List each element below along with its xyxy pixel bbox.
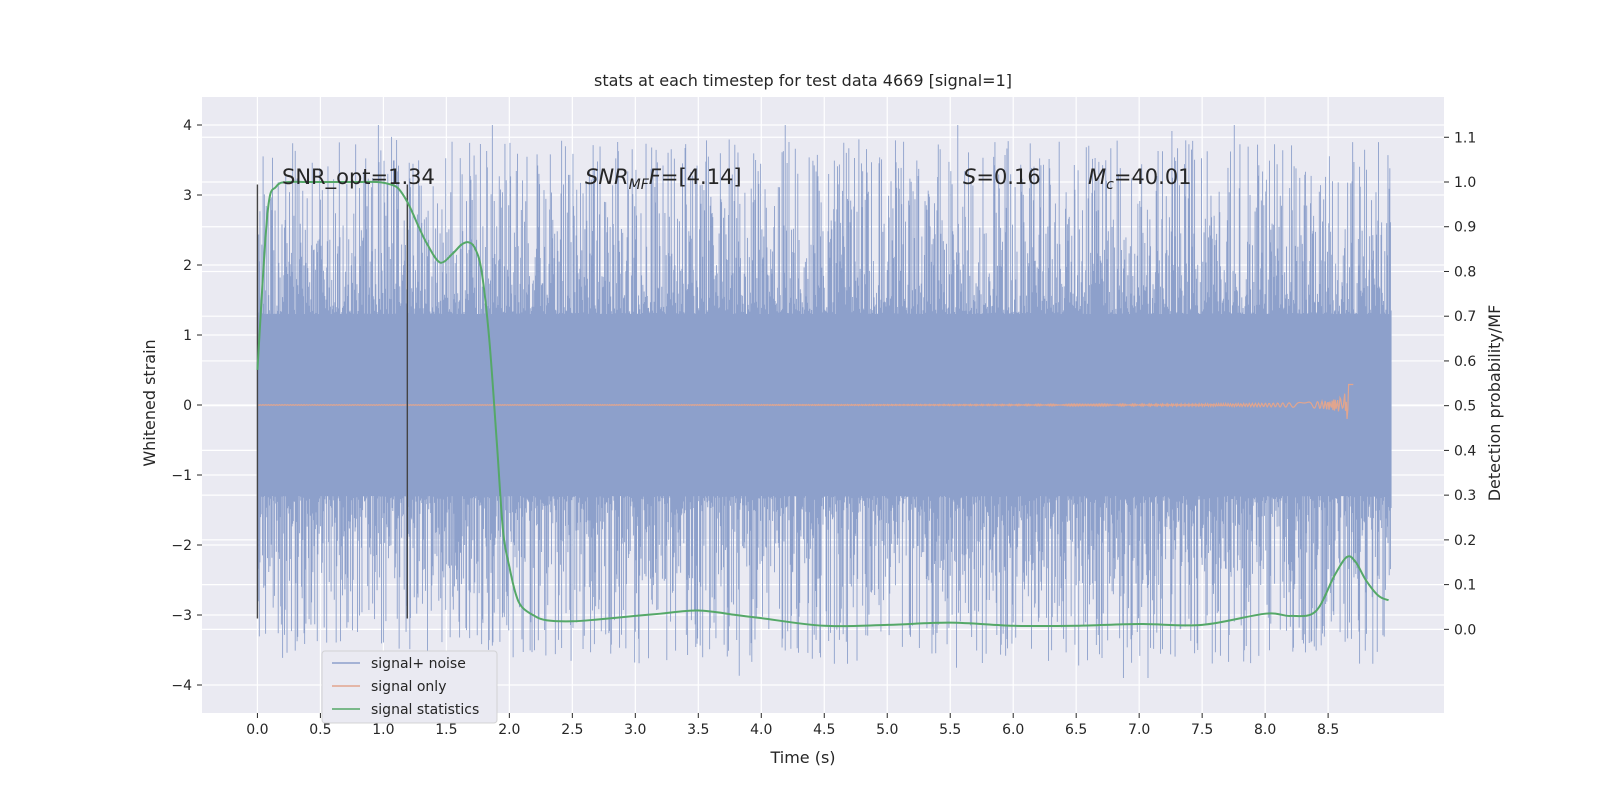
y-tick-label: 4 [183,118,192,134]
x-tick-label: 8.5 [1317,722,1339,738]
snr-mf-f: F [649,165,662,189]
legend: signal+ noise signal only signal statist… [321,650,498,724]
y-tick-label: −4 [171,678,192,694]
y-tick-label: −2 [171,538,192,554]
y2-tick-label: 0.9 [1454,220,1476,236]
mc-sub: c [1106,177,1114,193]
y-axis-ticks: 4 3 2 1 0 −1 −2 −3 −4 [171,118,202,694]
x-tick-label: 3.0 [624,722,646,738]
x-tick-label: 6.5 [1065,722,1087,738]
x-tick-label: 7.0 [1128,722,1150,738]
snr-mf-sub: MF [629,177,650,193]
mc-main: M [1088,165,1106,189]
x-tick-label: 5.5 [939,722,961,738]
snr-mf-main: SNR [585,165,629,189]
y2-tick-label: 0.4 [1454,443,1476,459]
y-tick-label: −1 [171,468,192,484]
vertical-markers [256,184,409,619]
x-tick-label: 0.0 [246,722,268,738]
legend-box [321,650,498,724]
s-annotation: S=0.16 [963,165,1041,189]
y2-tick-label: 1.0 [1454,175,1476,191]
x-tick-label: 5.0 [876,722,898,738]
y2-tick-label: 0.2 [1454,533,1476,549]
x-tick-label: 7.5 [1191,722,1213,738]
x-tick-label: 1.0 [372,722,394,738]
y-tick-label: 0 [183,398,192,414]
y-tick-label: −3 [171,608,192,624]
x-tick-label: 0.5 [309,722,331,738]
y2-tick-label: 0.7 [1454,309,1476,325]
snr-opt-annotation: SNR_opt=1.34 [282,165,435,190]
y2-tick-label: 0.6 [1454,354,1476,370]
s-value: =0.16 [976,165,1040,189]
s-main: S [963,165,976,189]
x-tick-label: 6.0 [1002,722,1024,738]
signal-only-line [257,383,1354,419]
y2-tick-label: 0.1 [1454,578,1476,594]
mc-annotation: Mc=40.01 [1088,165,1192,193]
x-tick-label: 1.5 [435,722,457,738]
signal-series-layer [257,383,1354,419]
x-tick-label: 2.0 [498,722,520,738]
legend-label-stats: signal statistics [371,702,479,718]
y2-axis-ticks: 1.1 1.0 0.9 0.8 0.7 0.6 0.5 0.4 0.3 0.2 0.1 0.0 [1444,130,1476,638]
y-tick-label: 1 [183,328,192,344]
y-axis-label: Whitened strain [140,339,159,466]
snr-mf-value: =[4.14] [661,165,742,189]
x-tick-label: 4.0 [750,722,772,738]
y2-tick-label: 0.3 [1454,488,1476,504]
legend-label-signal: signal only [371,679,446,695]
y2-tick-label: 0.0 [1454,622,1476,638]
y-tick-label: 3 [183,188,192,204]
snr-mf-annotation: SNRMFF=[4.14] [585,165,742,193]
y-tick-label: 2 [183,258,192,274]
y2-tick-label: 1.1 [1454,130,1476,146]
y2-tick-label: 0.8 [1454,264,1476,280]
y2-tick-label: 0.5 [1454,399,1476,415]
mc-value: =40.01 [1114,165,1192,189]
x-axis-label: Time (s) [769,748,835,767]
x-axis-ticks: 0.0 0.5 1.0 1.5 2.0 2.5 3.0 3.5 4.0 4.5 5.0 5.5 6.0 6… [246,713,1339,738]
x-tick-label: 4.5 [813,722,835,738]
x-tick-label: 8.0 [1254,722,1276,738]
y2-axis-label: Detection probability/MF [1485,305,1504,502]
stats-series-layer [256,180,1389,628]
legend-label-noise: signal+ noise [371,656,466,672]
signal-statistics-line [256,180,1389,628]
x-tick-label: 2.5 [561,722,583,738]
x-tick-label: 3.5 [687,722,709,738]
chart-title: stats at each timestep for test data 466… [594,71,1012,90]
